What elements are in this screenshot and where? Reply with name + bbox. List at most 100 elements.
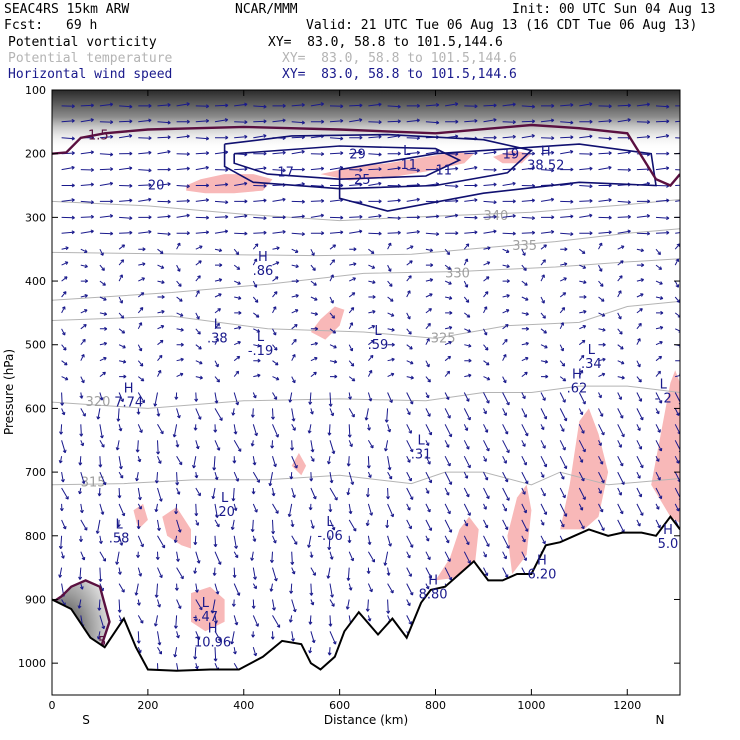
wind-vector-arrow bbox=[617, 118, 631, 123]
wind-vector-arrow bbox=[61, 376, 69, 381]
wind-vector-arrow bbox=[387, 296, 394, 302]
wind-vector-arrow bbox=[387, 119, 401, 124]
wind-vector-arrow bbox=[655, 325, 664, 330]
wind-vector-arrow bbox=[368, 264, 376, 269]
wind-speed-label: 20 bbox=[148, 178, 165, 193]
wind-vector-arrow bbox=[655, 519, 661, 529]
wind-vector-arrow bbox=[272, 276, 279, 282]
wind-vector-arrow bbox=[348, 277, 357, 282]
wind-vector-arrow bbox=[540, 535, 546, 545]
wind-vector-arrow bbox=[253, 343, 261, 348]
wind-vector-arrow bbox=[214, 360, 219, 368]
extremum-marker: H bbox=[537, 553, 547, 568]
wind-vector-arrow bbox=[387, 372, 395, 378]
wind-vector-arrow bbox=[425, 503, 431, 513]
wind-vector-arrow bbox=[176, 342, 184, 347]
wind-vector-arrow bbox=[97, 487, 102, 497]
wind-vector-arrow bbox=[598, 455, 604, 465]
wind-vector-arrow bbox=[425, 551, 431, 561]
wind-vector-arrow bbox=[578, 487, 586, 501]
wind-vector-arrow bbox=[636, 360, 641, 368]
wind-vector-arrow bbox=[214, 519, 220, 528]
wind-vector-arrow bbox=[233, 280, 241, 285]
wind-vector-arrow bbox=[193, 424, 198, 431]
wind-vector-arrow bbox=[674, 503, 680, 512]
wind-vector-arrow bbox=[348, 292, 356, 298]
wind-vector-arrow bbox=[157, 264, 165, 269]
wind-vector-arrow bbox=[540, 136, 555, 141]
wind-vector-arrow bbox=[617, 200, 631, 205]
wind-vector-arrow bbox=[502, 199, 516, 204]
wind-vector-arrow bbox=[463, 258, 469, 266]
wind-vector-arrow bbox=[233, 341, 241, 346]
wind-vector-arrow bbox=[291, 102, 305, 107]
wind-vector-arrow bbox=[406, 519, 412, 530]
wind-vector-arrow bbox=[521, 119, 536, 124]
wind-vector-arrow bbox=[368, 134, 382, 139]
wind-vector-arrow bbox=[445, 184, 459, 189]
wind-vector-arrow bbox=[138, 197, 152, 202]
wind-vector-arrow bbox=[560, 167, 574, 172]
wind-vector-arrow bbox=[98, 567, 103, 582]
wind-vector-arrow bbox=[598, 342, 606, 347]
wind-vector-arrow bbox=[598, 487, 602, 494]
wind-vector-arrow bbox=[212, 567, 217, 576]
wind-vector-arrow bbox=[115, 551, 120, 565]
wind-vector-arrow bbox=[425, 583, 430, 590]
wind-vector-arrow bbox=[655, 280, 663, 285]
wind-vector-arrow bbox=[387, 456, 392, 471]
wind-vector-arrow bbox=[195, 360, 203, 365]
wind-vector-arrow bbox=[80, 294, 88, 298]
wind-vector-arrow bbox=[99, 296, 107, 301]
wind-vector-arrow bbox=[655, 104, 670, 109]
wind-speed-label: 29 bbox=[349, 148, 366, 163]
wind-vector-arrow bbox=[176, 599, 182, 610]
wind-vector-arrow bbox=[252, 280, 258, 288]
wind-vector-arrow bbox=[233, 355, 241, 362]
wind-vector-arrow bbox=[214, 135, 229, 140]
wind-vector-arrow bbox=[210, 599, 216, 614]
wind-vector-arrow bbox=[367, 535, 372, 546]
wind-vector-arrow bbox=[559, 360, 566, 367]
wind-speed-label: 19 bbox=[503, 148, 520, 163]
wind-vector-arrow bbox=[348, 344, 354, 352]
wind-vector-arrow bbox=[348, 376, 356, 382]
extremum-marker: H bbox=[541, 145, 551, 160]
wind-vector-arrow bbox=[271, 519, 276, 535]
extremum-marker: H bbox=[572, 367, 582, 382]
wind-vector-arrow bbox=[327, 424, 332, 436]
wind-vector-arrow bbox=[99, 371, 106, 377]
wind-vector-arrow bbox=[368, 181, 382, 186]
wind-vector-arrow bbox=[655, 216, 670, 221]
wind-vector-arrow bbox=[521, 216, 536, 221]
wind-vector-arrow bbox=[61, 440, 67, 454]
wind-vector-arrow bbox=[291, 535, 298, 545]
wind-vector-arrow bbox=[348, 471, 355, 485]
wind-vector-arrow bbox=[157, 519, 161, 532]
wind-vector-arrow bbox=[385, 519, 390, 529]
wind-vector-arrow bbox=[308, 392, 313, 405]
wind-vector-arrow bbox=[195, 599, 203, 611]
y-tick-label: 100 bbox=[25, 84, 46, 97]
wind-vector-arrow bbox=[578, 339, 586, 346]
wind-vector-arrow bbox=[270, 440, 275, 449]
wind-vector-arrow bbox=[387, 583, 394, 594]
wind-vector-arrow bbox=[252, 471, 260, 483]
wind-vector-arrow bbox=[540, 424, 545, 431]
wind-vector-arrow bbox=[367, 424, 371, 431]
wind-vector-arrow bbox=[291, 232, 305, 237]
wind-vector-arrow bbox=[272, 261, 280, 266]
wind-vector-arrow bbox=[137, 424, 143, 434]
wind-vector-arrow bbox=[345, 599, 350, 610]
wind-vector-arrow bbox=[291, 631, 295, 642]
wind-vector-arrow bbox=[214, 293, 222, 298]
wind-vector-arrow bbox=[346, 487, 351, 496]
wind-vector-arrow bbox=[61, 344, 67, 351]
wind-vector-arrow bbox=[118, 259, 125, 266]
wind-vector-arrow bbox=[636, 263, 645, 268]
wind-vector-arrow bbox=[176, 296, 183, 302]
y-tick-label: 600 bbox=[25, 402, 46, 415]
wind-vector-arrow bbox=[99, 312, 108, 316]
wind-vector-arrow bbox=[636, 199, 651, 204]
x-tick-label: 200 bbox=[137, 699, 158, 712]
